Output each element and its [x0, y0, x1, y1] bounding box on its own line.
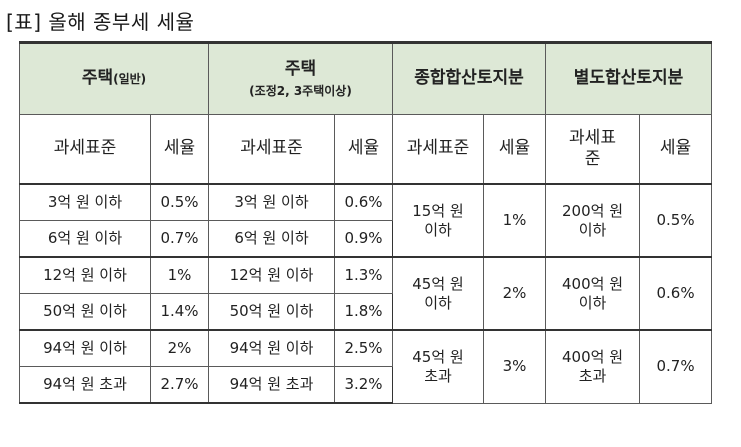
col-header-base: 과세표준	[208, 114, 335, 185]
col-header-base: 과세표준	[19, 114, 151, 185]
cell-base: 6억 원 이하	[19, 220, 151, 258]
cell-land-rate: 3%	[482, 329, 547, 404]
header-housing-adjusted: 주택 (조정2, 3주택이상)	[208, 41, 393, 115]
cell-base: 94억 원 초과	[19, 366, 151, 404]
cell-rate: 3.2%	[334, 366, 393, 404]
cell-rate: 0.6%	[334, 183, 393, 221]
cell-base: 94억 원 이하	[19, 329, 151, 367]
column-header-row: 과세표준 세율 과세표준 세율 과세표준 세율 과세표 준 세율	[19, 114, 713, 185]
table-row: 6억 원 이하 0.7% 6억 원 이하 0.9%	[19, 220, 712, 258]
cell-land-rate: 0.5%	[639, 183, 713, 258]
cell-land-rate: 1%	[482, 183, 547, 258]
col-header-rate: 세율	[150, 114, 209, 185]
cell-land-base: 400억 원 이하	[545, 256, 641, 331]
cell-rate: 1.3%	[334, 256, 393, 294]
table-row: 12억 원 이하 1% 12억 원 이하 1.3% 45억 원 이하 2% 400…	[19, 256, 713, 331]
cell-base: 12억 원 이하	[19, 256, 151, 294]
cell-land-base: 45억 원 초과	[392, 329, 484, 404]
cell-base: 3억 원 이하	[19, 183, 151, 221]
cell-base: 3억 원 이하	[208, 183, 335, 221]
cell-rate: 0.9%	[334, 220, 393, 258]
col-header-rate: 세율	[482, 114, 547, 185]
cell-rate: 1.4%	[150, 293, 209, 331]
cell-rate: 0.5%	[150, 183, 209, 221]
cell-rate: 2.5%	[334, 329, 393, 367]
col-header-base: 과세표준	[392, 114, 484, 185]
header-aggregate-land: 종합합산토지분	[391, 41, 547, 115]
table-row: 3억 원 이하 0.5% 3억 원 이하 0.6% 15억 원 이하 1% 200…	[19, 183, 713, 258]
cell-base: 12억 원 이하	[208, 256, 335, 294]
cell-land-base: 400억 원 초과	[545, 329, 641, 404]
col-header-rate: 세율	[334, 114, 393, 185]
header-separate-land: 별도합산토지분	[545, 41, 713, 115]
table-row: 50억 원 이하 1.4% 50억 원 이하 1.8%	[19, 293, 712, 331]
page-title: [표] 올해 종부세 세율	[6, 10, 195, 34]
tax-rate-table: 주택(일반) 주택 (조정2, 3주택이상) 종합합산토지분 별도합산토지분 과세…	[19, 41, 713, 404]
cell-rate: 1%	[150, 256, 209, 294]
table-row: 94억 원 초과 2.7% 94억 원 초과 3.2%	[19, 366, 712, 404]
cell-land-rate: 0.7%	[639, 329, 713, 404]
cell-rate: 2.7%	[150, 366, 209, 404]
header-housing-general: 주택(일반)	[19, 41, 209, 115]
cell-land-base: 45억 원 이하	[392, 256, 484, 331]
cell-base: 50억 원 이하	[19, 293, 151, 331]
cell-base: 94억 원 초과	[208, 366, 335, 404]
cell-base: 50억 원 이하	[208, 293, 335, 331]
cell-rate: 2%	[150, 329, 209, 367]
col-header-rate: 세율	[639, 114, 713, 185]
cell-base: 94억 원 이하	[208, 329, 335, 367]
cell-base: 6억 원 이하	[208, 220, 335, 258]
table-row: 94억 원 이하 2% 94억 원 이하 2.5% 45억 원 초과 3% 400…	[19, 329, 713, 404]
cell-land-base: 15억 원 이하	[392, 183, 484, 258]
cell-land-base: 200억 원 이하	[545, 183, 641, 258]
cell-land-rate: 0.6%	[639, 256, 713, 331]
cell-rate: 0.7%	[150, 220, 209, 258]
cell-rate: 1.8%	[334, 293, 393, 331]
cell-land-rate: 2%	[482, 256, 547, 331]
col-header-base-split: 과세표 준	[545, 114, 641, 185]
group-header-row: 주택(일반) 주택 (조정2, 3주택이상) 종합합산토지분 별도합산토지분	[19, 41, 713, 115]
